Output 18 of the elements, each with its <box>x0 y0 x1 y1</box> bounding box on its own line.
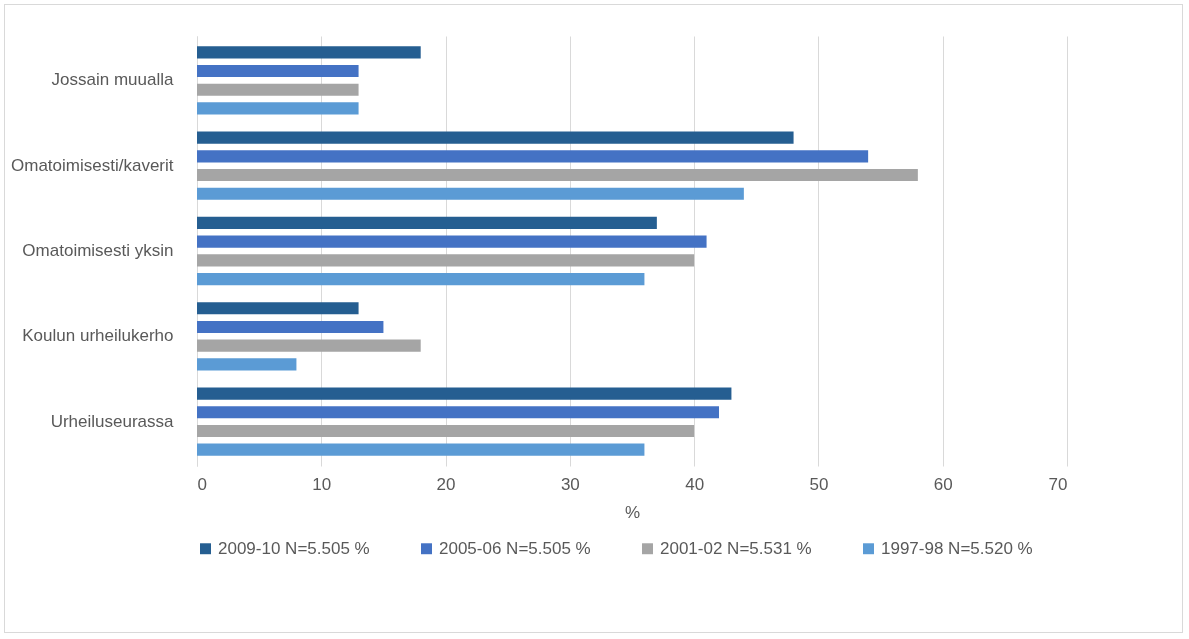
y-tick-label: Omatoimisesti yksin <box>22 241 174 260</box>
x-tick-label: 10 <box>312 474 332 494</box>
x-tick-label: 20 <box>436 474 456 494</box>
x-tick-label: 50 <box>809 474 829 494</box>
x-tick-label: 60 <box>933 474 953 494</box>
x-tick-label: 0 <box>197 474 207 494</box>
legend-label: 2009-10 N=5.505 % <box>218 538 370 558</box>
x-tick-label: 70 <box>1048 474 1068 494</box>
y-tick-label: Omatoimisesti/kaverit <box>11 155 174 175</box>
x-tick-label: 40 <box>685 474 705 494</box>
y-tick-label: Koulun urheilukerho <box>22 326 174 346</box>
y-tick-label: Urheiluseurassa <box>50 411 175 431</box>
legend-label: 2001-02 N=5.531 % <box>660 538 812 558</box>
x-axis-title: % <box>624 502 641 522</box>
legend-label: 2005-06 N=5.505 % <box>439 538 591 558</box>
y-tick-label: Jossain muualla <box>51 70 175 90</box>
x-tick-label: 30 <box>560 474 580 494</box>
legend-label: 1997-98 N=5.520 % <box>881 538 1033 558</box>
